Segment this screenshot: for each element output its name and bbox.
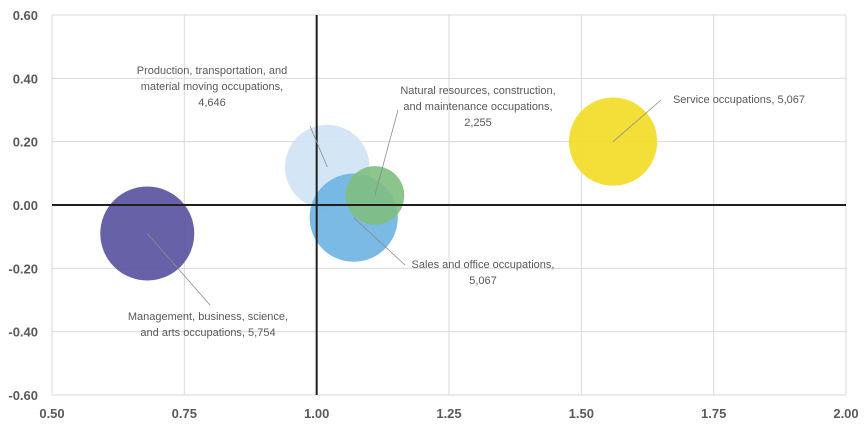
leader-lines — [146, 99, 662, 306]
x-tick-label: 0.75 — [172, 406, 197, 421]
axes — [52, 15, 846, 395]
leader-line — [612, 99, 662, 142]
data-label: Production, transportation, and material … — [137, 65, 287, 109]
data-label: Management, business, science, and arts o… — [128, 311, 288, 339]
y-tick-label: 0.40 — [13, 71, 38, 86]
x-tick-label: 1.00 — [304, 406, 329, 421]
data-label: Sales and office occupations, 5,067 — [412, 259, 555, 287]
y-tick-label: -0.60 — [8, 388, 38, 403]
tick-labels: 0.50 0.75 1.00 1.25 1.50 1.75 2.00 0.60 0.40 0.20… — [8, 8, 858, 421]
leader-line — [374, 109, 399, 196]
y-tick-label: 0.00 — [13, 198, 38, 213]
leader-line — [309, 125, 328, 168]
y-tick-label: 0.20 — [13, 135, 38, 150]
bubbles — [100, 97, 658, 281]
data-label: Natural resources, construction, and main… — [400, 85, 555, 129]
y-tick-label: -0.20 — [8, 261, 38, 276]
x-tick-label: 2.00 — [833, 406, 858, 421]
leader-line — [353, 217, 406, 266]
x-tick-label: 1.25 — [436, 406, 461, 421]
data-label: Service occupations, 5,067 — [673, 94, 805, 106]
x-tick-label: 0.50 — [39, 406, 64, 421]
y-tick-label: -0.40 — [8, 325, 38, 340]
x-tick-label: 1.75 — [701, 406, 726, 421]
x-tick-label: 1.50 — [569, 406, 594, 421]
leader-line — [146, 233, 211, 306]
data-labels: Management, business, science, and arts o… — [128, 65, 805, 339]
y-tick-label: 0.60 — [13, 8, 38, 23]
